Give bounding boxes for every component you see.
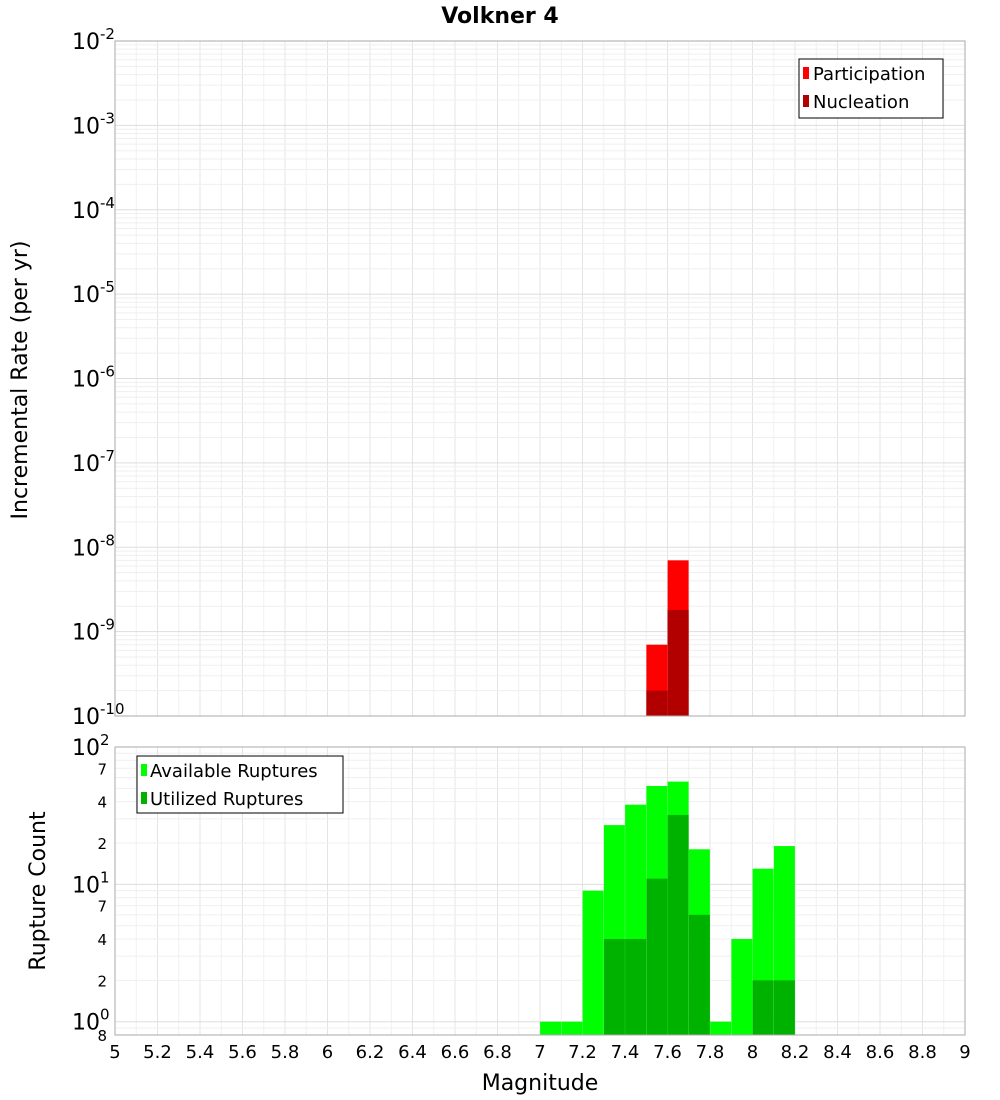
bottom-bar-primary bbox=[731, 939, 753, 1035]
x-tick-label: 8.8 bbox=[908, 1042, 937, 1063]
x-ticks: 5 5.2 5.4 5.6 5.8 6 6.2 6.4 6.6 6.8 7 7.2 7.4 7.6 7.8 8… bbox=[109, 1042, 970, 1063]
bottom-bar-primary bbox=[561, 1021, 583, 1035]
bottom-bar-secondary bbox=[646, 878, 668, 1035]
bottom-bar-primary bbox=[582, 890, 604, 1035]
x-tick-label: 6.4 bbox=[398, 1042, 427, 1063]
bottom-bar-secondary bbox=[625, 939, 647, 1035]
legend-label-participation: Participation bbox=[813, 64, 925, 85]
bottom-bar-secondary bbox=[752, 980, 774, 1035]
y-tick-label: 10-5 bbox=[72, 278, 115, 308]
y-minor-tick-label: 2 bbox=[97, 972, 107, 990]
top-bar-secondary bbox=[667, 610, 689, 716]
x-tick-label: 6 bbox=[322, 1042, 333, 1063]
top-legend-box bbox=[798, 58, 944, 119]
legend-label-utilized: Utilized Ruptures bbox=[150, 789, 303, 810]
y-minor-tick-label: 7 bbox=[97, 898, 107, 916]
y-tick-label: 102 bbox=[72, 731, 110, 761]
y-tick-label: 10-10 bbox=[72, 700, 125, 730]
y-tick-label: 10-3 bbox=[72, 109, 115, 139]
x-tick-label: 6.2 bbox=[356, 1042, 385, 1063]
y-minor-tick-label: 8 bbox=[97, 1027, 107, 1045]
bottom-bar-primary bbox=[540, 1021, 562, 1035]
y-tick-label: 10-8 bbox=[72, 531, 115, 561]
chart-title: Volkner 4 bbox=[441, 4, 559, 29]
bottom-plot-frame bbox=[114, 746, 966, 1036]
top-plot: 10-2 10-3 10-4 10-5 10-6 10-7 10-8 10-9 10-10 In… bbox=[8, 25, 966, 730]
legend-label-nucleation: Nucleation bbox=[813, 92, 909, 113]
x-tick-label: 7.4 bbox=[611, 1042, 640, 1063]
x-tick-label: 8.2 bbox=[781, 1042, 810, 1063]
bottom-bar-secondary bbox=[773, 980, 795, 1035]
legend-swatch-participation bbox=[803, 67, 809, 79]
bottom-y-ticks: 102 101 100 7 4 2 7 4 2 8 bbox=[72, 731, 110, 1045]
x-tick-label: 8.6 bbox=[866, 1042, 895, 1063]
bottom-bar-secondary bbox=[603, 939, 625, 1035]
x-tick-label: 8 bbox=[747, 1042, 758, 1063]
bottom-bar-secondary bbox=[667, 814, 689, 1035]
top-y-axis-label: Incremental Rate (per yr) bbox=[8, 241, 33, 520]
y-tick-label: 10-2 bbox=[72, 25, 115, 55]
x-tick-label: 5.8 bbox=[271, 1042, 300, 1063]
bottom-bars bbox=[540, 781, 795, 1035]
x-tick-label: 7.6 bbox=[653, 1042, 682, 1063]
x-tick-label: 6.8 bbox=[483, 1042, 512, 1063]
x-tick-label: 5.4 bbox=[186, 1042, 215, 1063]
top-grid bbox=[114, 40, 966, 717]
bottom-legend: Available Ruptures Utilized Ruptures bbox=[136, 755, 344, 814]
y-tick-label: 10-6 bbox=[72, 363, 115, 393]
x-tick-label: 7.2 bbox=[568, 1042, 597, 1063]
y-tick-label: 10-4 bbox=[72, 194, 115, 224]
legend-swatch-nucleation bbox=[803, 95, 809, 107]
x-tick-label: 9 bbox=[959, 1042, 970, 1063]
y-minor-tick-label: 2 bbox=[97, 835, 107, 853]
y-tick-label: 10-9 bbox=[72, 616, 115, 646]
top-plot-frame bbox=[114, 40, 966, 717]
x-tick-label: 5.6 bbox=[228, 1042, 257, 1063]
x-tick-label: 5 bbox=[109, 1042, 120, 1063]
y-tick-label: 101 bbox=[72, 868, 110, 898]
y-minor-tick-label: 7 bbox=[97, 760, 107, 778]
bottom-legend-box bbox=[136, 755, 344, 814]
bottom-bar-primary bbox=[710, 1021, 732, 1035]
y-minor-tick-label: 4 bbox=[97, 931, 107, 949]
y-tick-label: 10-7 bbox=[72, 447, 115, 477]
top-bar-secondary bbox=[646, 690, 668, 716]
top-legend: Participation Nucleation bbox=[798, 58, 944, 119]
x-tick-label: 8.4 bbox=[823, 1042, 852, 1063]
x-tick-label: 5.2 bbox=[143, 1042, 172, 1063]
x-tick-label: 7.8 bbox=[696, 1042, 725, 1063]
y-minor-tick-label: 4 bbox=[97, 794, 107, 812]
y-tick-label: 100 bbox=[72, 1006, 110, 1036]
bottom-y-axis-label: Rupture Count bbox=[26, 811, 51, 971]
bottom-bar-secondary bbox=[688, 914, 710, 1035]
legend-label-available: Available Ruptures bbox=[150, 761, 318, 782]
top-y-ticks: 10-2 10-3 10-4 10-5 10-6 10-7 10-8 10-9 10-10 bbox=[72, 25, 125, 730]
legend-swatch-available bbox=[141, 764, 147, 776]
x-tick-label: 7 bbox=[534, 1042, 545, 1063]
legend-swatch-utilized bbox=[141, 792, 147, 804]
x-axis-label: Magnitude bbox=[482, 1071, 599, 1096]
bottom-plot: 102 101 100 7 4 2 7 4 2 8 5 5.2 5.4 5.6 5.8 6 6.2 6.4 6.6… bbox=[26, 731, 971, 1096]
x-tick-label: 6.6 bbox=[441, 1042, 470, 1063]
top-bars bbox=[646, 560, 689, 716]
